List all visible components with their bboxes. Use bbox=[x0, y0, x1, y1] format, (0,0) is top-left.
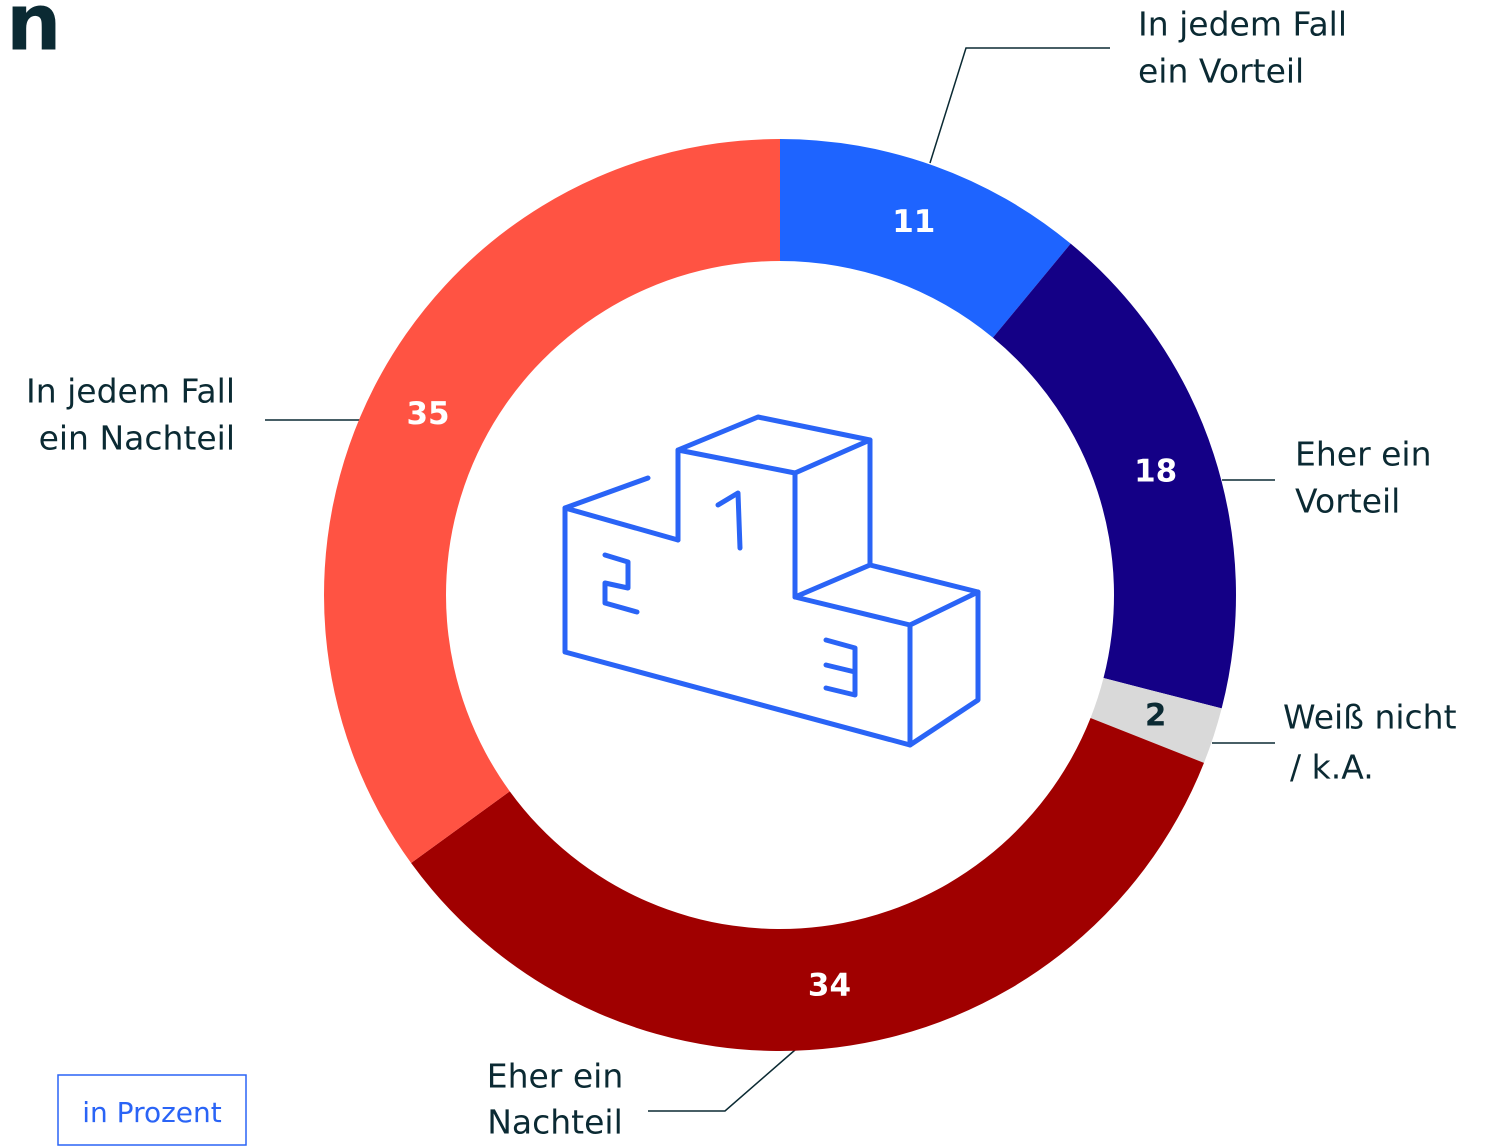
podium-icon bbox=[562, 414, 981, 748]
category-label: / k.A. bbox=[1290, 748, 1374, 787]
value-label: 34 bbox=[808, 967, 851, 1003]
value-label: 2 bbox=[1145, 698, 1167, 734]
donut-segment bbox=[1090, 678, 1222, 763]
value-label: 35 bbox=[406, 396, 449, 432]
value-label: 11 bbox=[892, 204, 935, 240]
category-label: ein Vorteil bbox=[1138, 52, 1304, 91]
donut-segment bbox=[780, 139, 1071, 338]
note-box bbox=[57, 1074, 247, 1146]
category-label: Eher ein bbox=[487, 1057, 624, 1096]
category-label: Vorteil bbox=[1295, 482, 1400, 521]
leader-lines bbox=[265, 47, 1275, 1112]
note: in Prozent bbox=[82, 1096, 222, 1129]
donut-segment bbox=[324, 139, 780, 864]
category-label: Weiß nicht bbox=[1283, 698, 1457, 737]
category-label: In jedem Fall bbox=[1138, 5, 1347, 44]
category-label: Nachteil bbox=[487, 1103, 623, 1142]
chart-title: n bbox=[6, 0, 62, 68]
category-label: ein Nachteil bbox=[39, 419, 235, 458]
value-label: 18 bbox=[1134, 453, 1177, 489]
donut-segment bbox=[992, 243, 1236, 709]
category-label: Eher ein bbox=[1295, 435, 1432, 474]
category-label: In jedem Fall bbox=[26, 372, 235, 411]
donut-segment bbox=[411, 717, 1204, 1051]
